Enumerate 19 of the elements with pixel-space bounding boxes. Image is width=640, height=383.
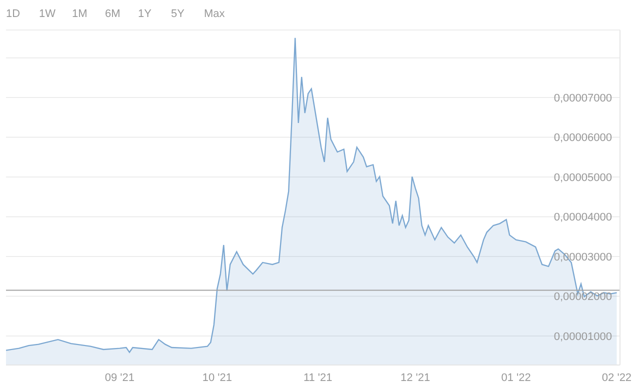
- y-tick-label: 0,00001000: [554, 330, 612, 343]
- text: 5Y: [171, 8, 186, 20]
- y-tick-label: 0,00002000: [554, 291, 612, 304]
- y-tick-label: 0,00007000: [554, 92, 612, 104]
- text: 1W: [39, 8, 56, 20]
- text: 1D: [6, 8, 22, 20]
- text: 1M: [72, 8, 88, 20]
- text: Max: [204, 8, 226, 20]
- text: 1Y: [138, 8, 152, 20]
- y-tick-label: 0,00004000: [554, 212, 612, 224]
- x-tick-label: 01 '22: [501, 372, 531, 383]
- y-tick-label: 0,00005000: [554, 172, 612, 184]
- y-tick-label: 0,00006000: [554, 132, 612, 144]
- x-tick-label: 10 '21: [202, 372, 232, 383]
- text: 6M: [105, 8, 122, 20]
- x-tick-label: 09 '21: [104, 372, 135, 383]
- x-tick-label: 12 '21: [400, 372, 430, 383]
- x-tick-label: 02 '22: [602, 372, 632, 383]
- x-tick-label: 11 '21: [303, 372, 332, 383]
